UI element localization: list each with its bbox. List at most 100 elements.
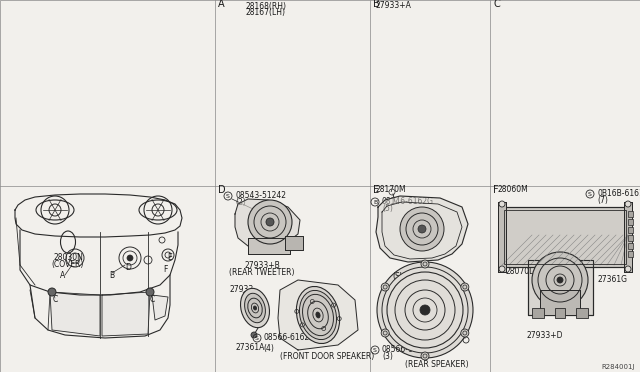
Bar — [628, 227, 633, 233]
Bar — [628, 243, 633, 249]
Bar — [285, 236, 303, 250]
Circle shape — [421, 260, 429, 268]
Text: (AMP ASSY): (AMP ASSY) — [533, 282, 577, 292]
Bar — [628, 219, 633, 225]
Bar — [628, 251, 633, 257]
Text: 27933: 27933 — [230, 285, 254, 295]
Text: A: A — [60, 270, 66, 279]
Circle shape — [251, 332, 257, 338]
Text: B: B — [109, 270, 115, 279]
Bar — [628, 235, 633, 241]
Text: (REAR SPEAKER): (REAR SPEAKER) — [405, 359, 468, 369]
Circle shape — [382, 267, 468, 353]
Text: S: S — [255, 336, 259, 340]
Circle shape — [421, 352, 429, 360]
Bar — [498, 202, 506, 272]
Text: (7): (7) — [597, 196, 608, 205]
Circle shape — [625, 201, 631, 207]
Circle shape — [377, 262, 473, 358]
Text: (COVER): (COVER) — [52, 260, 84, 269]
Text: C: C — [52, 295, 58, 305]
Bar — [532, 308, 544, 318]
Text: 28030N: 28030N — [53, 253, 83, 262]
Text: 28060M: 28060M — [498, 186, 529, 195]
Text: 27361A: 27361A — [235, 343, 264, 353]
Circle shape — [146, 288, 154, 296]
Text: S: S — [588, 192, 592, 196]
Circle shape — [499, 266, 505, 272]
Bar — [628, 211, 633, 217]
Circle shape — [48, 288, 56, 296]
Ellipse shape — [296, 286, 340, 343]
Text: 28167(LH): 28167(LH) — [245, 9, 285, 17]
Bar — [504, 210, 626, 264]
Text: E: E — [168, 253, 172, 263]
Bar — [528, 260, 593, 315]
Bar — [498, 202, 506, 272]
Circle shape — [381, 283, 389, 291]
Bar — [576, 308, 588, 318]
Bar — [248, 238, 290, 254]
Text: C: C — [493, 0, 500, 9]
Text: B: B — [373, 199, 377, 205]
Circle shape — [499, 201, 505, 207]
Circle shape — [266, 218, 274, 226]
Bar — [528, 260, 593, 315]
Ellipse shape — [316, 312, 320, 318]
Text: 08543-51242: 08543-51242 — [235, 192, 286, 201]
Polygon shape — [102, 292, 150, 336]
Bar — [555, 308, 565, 318]
Bar — [285, 236, 303, 250]
Text: B: B — [373, 0, 380, 9]
Text: F: F — [493, 185, 499, 195]
Text: 08566-6162A: 08566-6162A — [263, 334, 314, 343]
Polygon shape — [152, 295, 168, 320]
Ellipse shape — [244, 293, 266, 323]
Circle shape — [418, 225, 426, 233]
Circle shape — [461, 329, 469, 337]
Text: D: D — [218, 185, 226, 195]
Text: S: S — [373, 347, 377, 353]
Circle shape — [557, 277, 563, 283]
Polygon shape — [278, 280, 358, 350]
Bar — [500, 207, 630, 267]
Text: F: F — [163, 266, 167, 275]
Text: C: C — [149, 295, 155, 305]
Text: D: D — [125, 263, 131, 273]
Text: S: S — [226, 193, 230, 199]
Circle shape — [381, 329, 389, 337]
Ellipse shape — [300, 291, 337, 340]
Text: (3): (3) — [382, 353, 393, 362]
Text: 0B16B-6161A: 0B16B-6161A — [597, 189, 640, 199]
Ellipse shape — [241, 288, 269, 328]
Text: (SUBWOOFER): (SUBWOOFER) — [392, 273, 447, 282]
Circle shape — [400, 207, 444, 251]
Text: 08146-6162G: 08146-6162G — [382, 198, 434, 206]
Text: 27933+A: 27933+A — [375, 1, 411, 10]
Text: A: A — [218, 0, 225, 9]
Text: (2): (2) — [235, 199, 246, 208]
Text: 28170M: 28170M — [375, 186, 406, 195]
Text: (5): (5) — [382, 205, 393, 214]
Text: (REAR TWEETER): (REAR TWEETER) — [229, 267, 295, 276]
Circle shape — [461, 283, 469, 291]
Text: 08566-6162A: 08566-6162A — [382, 346, 433, 355]
Polygon shape — [50, 292, 100, 336]
Text: 27933+B: 27933+B — [244, 260, 280, 269]
Bar — [540, 290, 580, 315]
Text: 28070L: 28070L — [505, 267, 533, 276]
Polygon shape — [235, 199, 300, 248]
Circle shape — [248, 200, 292, 244]
Text: 27933+D: 27933+D — [527, 330, 563, 340]
Bar — [624, 202, 632, 272]
Text: (4): (4) — [263, 343, 274, 353]
Bar — [624, 202, 632, 272]
Polygon shape — [376, 196, 468, 262]
Text: 28168(RH): 28168(RH) — [245, 1, 286, 10]
Circle shape — [420, 305, 430, 315]
Ellipse shape — [253, 306, 257, 310]
Circle shape — [625, 266, 631, 272]
Circle shape — [127, 255, 133, 261]
Bar — [540, 290, 580, 315]
Bar — [248, 238, 290, 254]
